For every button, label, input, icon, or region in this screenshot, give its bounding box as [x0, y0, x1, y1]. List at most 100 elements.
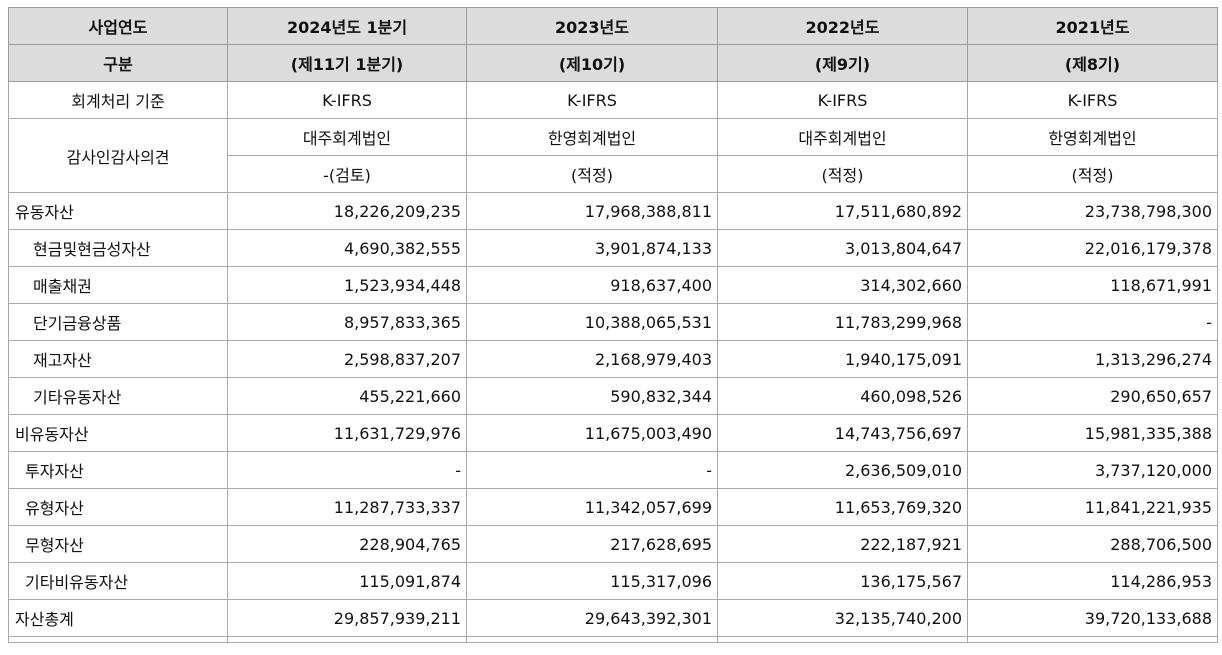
row-value: 114,286,953	[967, 562, 1218, 600]
period-year-1: 2024년도 1분기	[227, 7, 467, 45]
auditor-name: 대주회계법인	[717, 118, 968, 156]
accounting-standard-row: 회계처리 기준 K-IFRS K-IFRS K-IFRS K-IFRS	[8, 81, 1218, 119]
row-label: 투자자산	[8, 451, 228, 489]
table-cell	[967, 636, 1218, 643]
audit-opinion: -(검토)	[227, 155, 467, 193]
period-term-3: (제9기)	[717, 44, 968, 82]
row-value: 217,628,695	[466, 525, 718, 563]
header-row-year: 사업연도 2024년도 1분기 2023년도 2022년도 2021년도	[8, 7, 1218, 45]
accounting-standard-value: K-IFRS	[227, 81, 467, 119]
row-value: 17,511,680,892	[717, 192, 968, 230]
row-value: 1,523,934,448	[227, 266, 467, 304]
period-term-1: (제11기 1분기)	[227, 44, 467, 82]
row-value: 11,631,729,976	[227, 414, 467, 452]
row-value: 4,690,382,555	[227, 229, 467, 267]
row-value: 228,904,765	[227, 525, 467, 563]
table-row: 비유동자산 11,631,729,976 11,675,003,490 14,7…	[8, 414, 1218, 452]
table-row: 기타유동자산 455,221,660 590,832,344 460,098,5…	[8, 377, 1218, 415]
row-value: 115,091,874	[227, 562, 467, 600]
period-term-2: (제10기)	[466, 44, 718, 82]
row-value: 23,738,798,300	[967, 192, 1218, 230]
audit-opinion: (적정)	[466, 155, 718, 193]
header-row-term: 구분 (제11기 1분기) (제10기) (제9기) (제8기)	[8, 44, 1218, 82]
row-value: -	[227, 451, 467, 489]
row-value: 222,187,921	[717, 525, 968, 563]
row-label: 자산총계	[8, 599, 228, 637]
row-value: 11,653,769,320	[717, 488, 968, 526]
row-label: 재고자산	[8, 340, 228, 378]
row-label: 현금및현금성자산	[8, 229, 228, 267]
table-row: 투자자산 - - 2,636,509,010 3,737,120,000	[8, 451, 1218, 489]
period-term-4: (제8기)	[967, 44, 1218, 82]
row-label: 유형자산	[8, 488, 228, 526]
row-value: 115,317,096	[466, 562, 718, 600]
period-year-3: 2022년도	[717, 7, 968, 45]
row-value: 918,637,400	[466, 266, 718, 304]
row-value: 3,013,804,647	[717, 229, 968, 267]
row-value: 2,598,837,207	[227, 340, 467, 378]
row-value: 290,650,657	[967, 377, 1218, 415]
row-value: 455,221,660	[227, 377, 467, 415]
row-label: 기타비유동자산	[8, 562, 228, 600]
table-row: 자산총계 29,857,939,211 29,643,392,301 32,13…	[8, 599, 1218, 637]
row-value: 32,135,740,200	[717, 599, 968, 637]
row-value: 11,287,733,337	[227, 488, 467, 526]
row-value: 29,643,392,301	[466, 599, 718, 637]
row-value: 8,957,833,365	[227, 303, 467, 341]
category-header-label: 구분	[8, 44, 228, 82]
row-value: 3,901,874,133	[466, 229, 718, 267]
row-value: -	[466, 451, 718, 489]
row-value: 460,098,526	[717, 377, 968, 415]
table-cell	[227, 636, 467, 643]
row-value: 11,841,221,935	[967, 488, 1218, 526]
row-label: 매출채권	[8, 266, 228, 304]
table-row: 단기금융상품 8,957,833,365 10,388,065,531 11,7…	[8, 303, 1218, 341]
table-row: 현금및현금성자산 4,690,382,555 3,901,874,133 3,0…	[8, 229, 1218, 267]
row-label: 유동자산	[8, 192, 228, 230]
row-value: 14,743,756,697	[717, 414, 968, 452]
table-row: 무형자산 228,904,765 217,628,695 222,187,921…	[8, 525, 1218, 563]
row-value: 136,175,567	[717, 562, 968, 600]
table-row: 재고자산 2,598,837,207 2,168,979,403 1,940,1…	[8, 340, 1218, 378]
table-row-cutoff	[8, 636, 1218, 643]
auditor-name: 대주회계법인	[227, 118, 467, 156]
row-value: 15,981,335,388	[967, 414, 1218, 452]
year-header-label: 사업연도	[8, 7, 228, 45]
auditor-row: 감사인감사의견 대주회계법인 한영회계법인 대주회계법인 한영회계법인	[8, 118, 1218, 193]
accounting-standard-value: K-IFRS	[717, 81, 968, 119]
row-value: 3,737,120,000	[967, 451, 1218, 489]
row-value: -	[967, 303, 1218, 341]
audit-opinion: (적정)	[967, 155, 1218, 193]
row-label: 단기금융상품	[8, 303, 228, 341]
row-value: 2,168,979,403	[466, 340, 718, 378]
auditor-opinion-row: -(검토) (적정) (적정) (적정)	[9, 155, 1218, 193]
table-cell	[466, 636, 718, 643]
row-value: 22,016,179,378	[967, 229, 1218, 267]
row-value: 288,706,500	[967, 525, 1218, 563]
row-label: 비유동자산	[8, 414, 228, 452]
financial-summary-table: 사업연도 2024년도 1분기 2023년도 2022년도 2021년도 구분 …	[8, 7, 1218, 643]
period-year-2: 2023년도	[466, 7, 718, 45]
table-cell	[717, 636, 968, 643]
auditor-name: 한영회계법인	[466, 118, 718, 156]
table-row: 유형자산 11,287,733,337 11,342,057,699 11,65…	[8, 488, 1218, 526]
row-value: 29,857,939,211	[227, 599, 467, 637]
row-value: 11,783,299,968	[717, 303, 968, 341]
accounting-standard-label: 회계처리 기준	[8, 81, 228, 119]
row-value: 11,342,057,699	[466, 488, 718, 526]
period-year-4: 2021년도	[967, 7, 1218, 45]
row-value: 590,832,344	[466, 377, 718, 415]
row-value: 314,302,660	[717, 266, 968, 304]
row-value: 18,226,209,235	[227, 192, 467, 230]
row-value: 1,313,296,274	[967, 340, 1218, 378]
auditor-opinion-label: 감사인감사의견	[8, 118, 228, 193]
accounting-standard-value: K-IFRS	[967, 81, 1218, 119]
row-value: 39,720,133,688	[967, 599, 1218, 637]
row-value: 11,675,003,490	[466, 414, 718, 452]
audit-opinion: (적정)	[717, 155, 968, 193]
auditor-name: 한영회계법인	[967, 118, 1218, 156]
row-value: 2,636,509,010	[717, 451, 968, 489]
row-value: 1,940,175,091	[717, 340, 968, 378]
table-row: 유동자산 18,226,209,235 17,968,388,811 17,51…	[8, 192, 1218, 230]
table-row: 기타비유동자산 115,091,874 115,317,096 136,175,…	[8, 562, 1218, 600]
